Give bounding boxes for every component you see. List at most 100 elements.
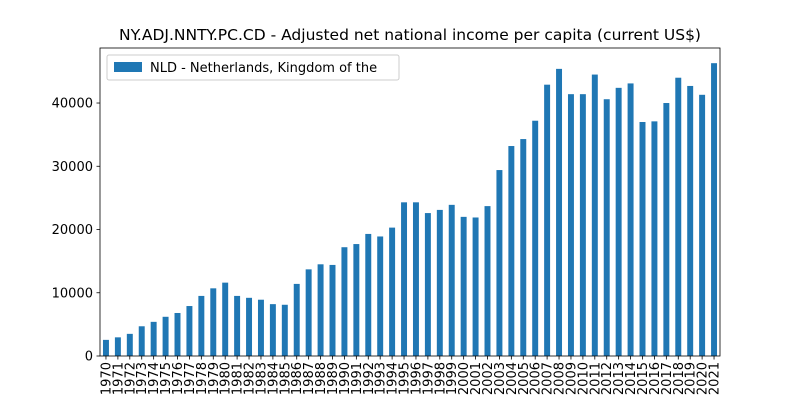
x-tick-label: 2015: [636, 362, 651, 395]
bar-1987: [305, 269, 312, 356]
bar-1989: [329, 264, 336, 356]
bar-1984: [269, 304, 276, 356]
bar-2015: [639, 122, 646, 356]
chart-title: NY.ADJ.NNTY.PC.CD - Adjusted net nationa…: [119, 26, 701, 44]
bar-2013: [615, 87, 622, 356]
bar-1998: [436, 209, 443, 356]
x-tick-label: 2013: [612, 362, 627, 395]
x-tick-label: 1983: [254, 362, 269, 395]
x-tick-label: 1992: [362, 362, 377, 395]
bar-1975: [162, 316, 169, 356]
x-tick-label: 2002: [481, 362, 496, 395]
bar-2010: [579, 94, 586, 357]
bar-2011: [591, 74, 598, 356]
x-tick-label: 1988: [314, 362, 329, 395]
x-tick-label: 1979: [207, 362, 222, 395]
x-tick-label: 1999: [445, 362, 460, 395]
x-tick-label: 2014: [624, 362, 639, 395]
bar-1985: [281, 304, 288, 356]
bar-1997: [424, 213, 431, 356]
x-tick-label: 1993: [374, 362, 389, 395]
x-tick-label: 1985: [278, 362, 293, 395]
x-tick-label: 1972: [123, 362, 138, 395]
bar-2019: [687, 85, 694, 356]
legend: NLD - Netherlands, Kingdom of the: [106, 54, 400, 81]
x-tick-label: 1995: [398, 362, 413, 395]
bar-1992: [365, 233, 372, 356]
bar-1973: [138, 326, 145, 356]
x-tick-label: 2007: [541, 362, 556, 395]
bar-1980: [222, 282, 229, 356]
bar-1981: [234, 295, 241, 356]
plot-area: 1970197119721973197419751976197719781979…: [52, 47, 723, 395]
bar-1982: [246, 297, 253, 356]
x-tick-label: 1974: [147, 362, 162, 395]
bar-1972: [126, 333, 133, 356]
x-tick-label: 1976: [171, 362, 186, 395]
x-tick-label: 1989: [326, 362, 341, 395]
y-tick-label: 10000: [52, 286, 93, 301]
bar-2004: [508, 146, 515, 356]
x-tick-label: 1987: [302, 362, 317, 395]
y-tick-label: 0: [85, 350, 93, 365]
x-tick-label: 2012: [600, 362, 615, 395]
bar-1983: [257, 299, 264, 356]
y-tick-label: 40000: [52, 97, 93, 112]
x-tick-label: 2006: [529, 362, 544, 395]
x-tick-label: 1997: [421, 362, 436, 395]
axes-frame: [99, 47, 721, 357]
bar-2000: [460, 216, 467, 356]
bar-2009: [567, 94, 574, 357]
x-tick-label: 2000: [457, 362, 472, 395]
x-tick-label: 2011: [588, 362, 603, 395]
bar-1974: [150, 321, 157, 356]
bar-2018: [675, 77, 682, 356]
x-tick-label: 2016: [648, 362, 663, 395]
legend-swatch: [114, 62, 142, 72]
bar-2017: [663, 103, 670, 357]
bar-2001: [472, 217, 479, 356]
bar-2007: [544, 84, 551, 357]
bar-1999: [448, 204, 455, 356]
x-tick-label: 2010: [576, 362, 591, 395]
x-tick-label: 1991: [350, 362, 365, 395]
x-tick-label: 1975: [159, 362, 174, 395]
x-tick-label: 2008: [553, 362, 568, 395]
bar-1996: [412, 202, 419, 356]
x-tick-label: 1980: [219, 362, 234, 395]
bar-1977: [186, 306, 193, 356]
bar-1990: [341, 247, 348, 356]
bar-2006: [532, 120, 539, 356]
x-tick-label: 1981: [231, 362, 246, 395]
x-tick-label: 2005: [517, 362, 532, 395]
y-tick-label: 20000: [52, 223, 93, 238]
bar-1995: [401, 202, 408, 356]
bar-2012: [603, 99, 610, 356]
bar-1993: [377, 236, 384, 356]
bar-2020: [699, 94, 706, 357]
y-tick-label: 30000: [52, 160, 93, 175]
x-tick-label: 2019: [684, 362, 699, 395]
x-tick-label: 2018: [672, 362, 687, 395]
bar-1986: [293, 283, 300, 356]
x-tick-label: 1978: [195, 362, 210, 395]
x-tick-label: 1994: [386, 362, 401, 395]
bar-2014: [627, 83, 634, 357]
x-tick-label: 1996: [409, 362, 424, 395]
bar-2005: [520, 139, 527, 356]
x-tick-label: 1998: [433, 362, 448, 395]
x-tick-label: 2004: [505, 362, 520, 395]
x-tick-label: 2021: [708, 362, 723, 395]
bar-1988: [317, 264, 324, 356]
bar-2002: [484, 206, 491, 356]
x-tick-label: 1986: [290, 362, 305, 395]
x-tick-label: 1970: [99, 362, 114, 395]
bar-1976: [174, 312, 181, 356]
x-tick-label: 1971: [111, 362, 126, 395]
bar-1979: [210, 288, 217, 356]
bar-2021: [711, 63, 718, 357]
x-tick-label: 1973: [135, 362, 150, 395]
x-tick-label: 1982: [243, 362, 258, 395]
x-tick-label: 2017: [660, 362, 675, 395]
